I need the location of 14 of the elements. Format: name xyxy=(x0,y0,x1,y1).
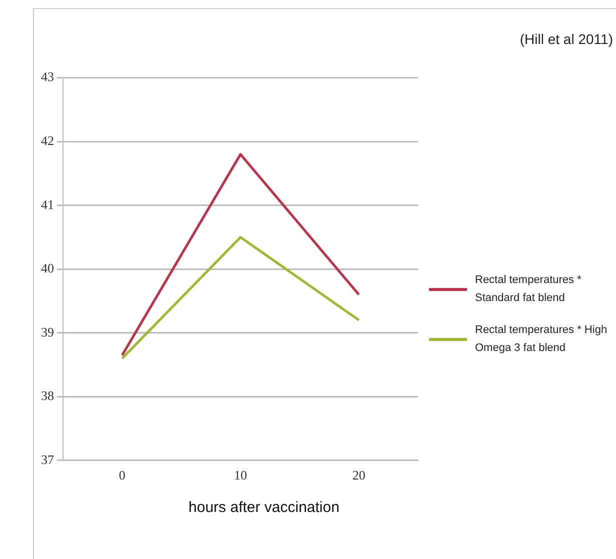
x-tick-label: 0 xyxy=(118,468,126,483)
text: (Hill et al 2011) xyxy=(520,31,613,47)
y-tick-label: 40 xyxy=(41,260,54,276)
y-tick-label: 42 xyxy=(41,132,54,148)
y-tick-label: 38 xyxy=(41,388,54,404)
legend-label: Rectal temperatures * Standard fat blend xyxy=(475,273,582,306)
x-tick-label: 20 xyxy=(352,468,366,483)
x-tick-label: 10 xyxy=(234,468,247,483)
x-axis-title: hours after vaccination xyxy=(188,499,340,516)
y-tick-label: 37 xyxy=(41,452,54,467)
y-tick-label: 39 xyxy=(41,324,54,340)
legend-label: Rectal temperatures * High Omega 3 fat blend xyxy=(475,323,608,356)
y-tick-label: 43 xyxy=(41,69,54,84)
y-tick-label: 41 xyxy=(41,196,54,212)
